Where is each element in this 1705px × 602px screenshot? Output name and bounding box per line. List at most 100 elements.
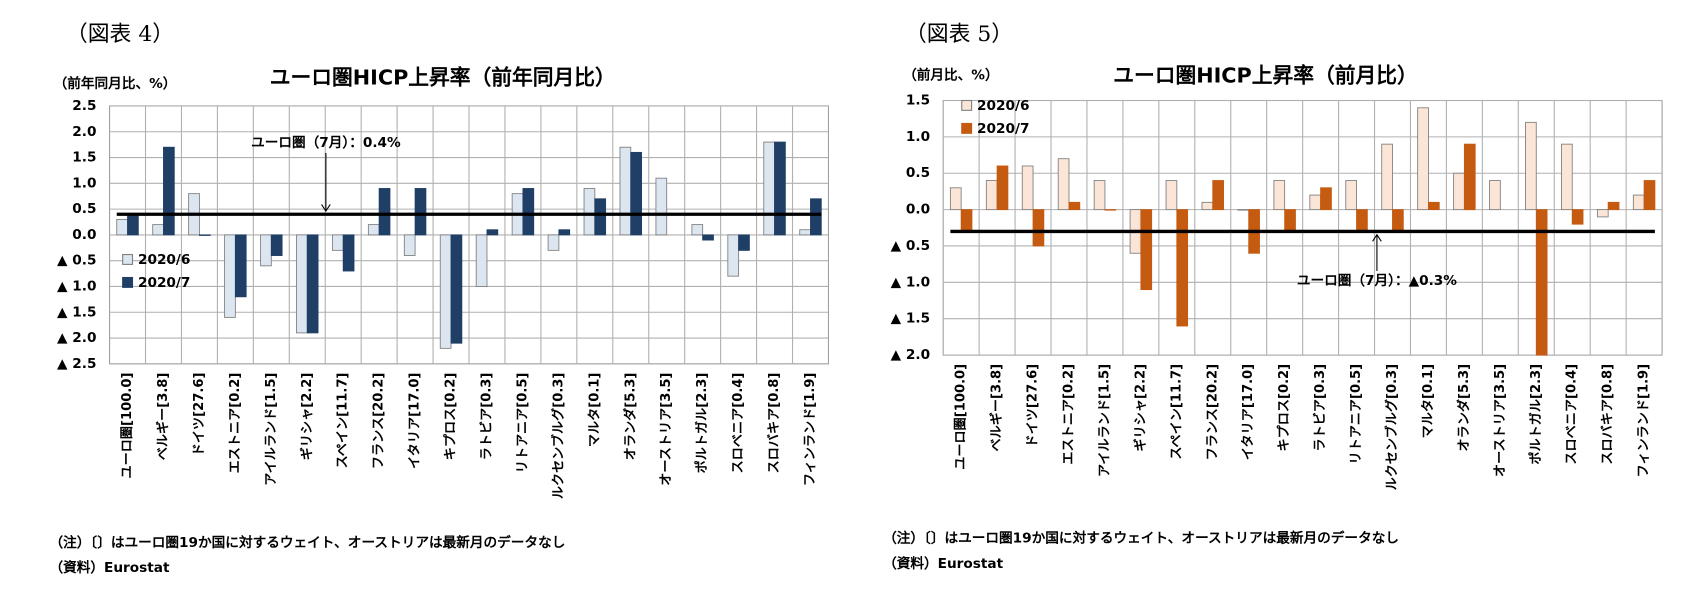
legend-label: 2020/7 xyxy=(977,121,1029,137)
bar xyxy=(691,224,704,236)
x-tick-label: フランス[20.2] xyxy=(1205,364,1220,461)
y-tick-label: 0.0 xyxy=(72,227,96,243)
x-tick-label: ルクセンブルグ[0.3] xyxy=(549,373,566,500)
bar xyxy=(378,188,391,236)
x-tick-label: スロベニア[0.4] xyxy=(731,373,746,474)
y-axis-label: （前月比、%） xyxy=(903,66,999,83)
y-tick-label: 1.5 xyxy=(72,150,96,166)
bar xyxy=(558,229,571,236)
bar xyxy=(331,234,344,251)
footnote: （資料）Eurostat xyxy=(49,559,170,576)
y-tick-label: 0.5 xyxy=(906,165,930,181)
y-tick-label: 1.0 xyxy=(906,129,930,145)
legend-label: 2020/6 xyxy=(977,98,1029,114)
x-tick-label: スロベニア[0.4] xyxy=(1565,364,1580,465)
bar xyxy=(439,234,452,349)
x-tick-label: ドイツ[27.6] xyxy=(1026,364,1041,448)
x-tick-label: スロバキア[0.8] xyxy=(1600,364,1616,465)
bar xyxy=(234,234,247,298)
footnote: （注）〔〕はユーロ圏19か国に対するウェイト、オーストリアは最新月のデータなし xyxy=(49,534,565,551)
y-tick-label: 1.5 xyxy=(906,93,930,109)
x-tick-label: オーストリア[3.5] xyxy=(1492,364,1508,477)
x-tick-label: アイルランド[1.5] xyxy=(264,373,279,486)
x-tick-label: リトアニア[0.5] xyxy=(1349,364,1364,465)
bar xyxy=(1345,180,1357,211)
y-tick-label: 0.5 xyxy=(72,201,96,217)
bar xyxy=(1104,209,1117,211)
y-tick-label: ▲ 0.5 xyxy=(891,238,930,254)
reference-label: ユーロ圏（7月）：▲0.3% xyxy=(1297,273,1457,289)
bar xyxy=(403,234,416,256)
x-tick-label: ユーロ圏[100.0] xyxy=(119,373,135,479)
bar xyxy=(594,198,607,236)
bar xyxy=(630,151,642,236)
x-tick-label: ルクセンブルグ[0.3] xyxy=(1383,364,1400,491)
y-tick-label: 2.5 xyxy=(72,98,96,114)
x-tick-label: ベルギー[3.8] xyxy=(989,364,1005,452)
x-tick-label: フランス[20.2] xyxy=(372,373,387,470)
x-tick-label: キプロス[0.2] xyxy=(1276,364,1292,452)
bar xyxy=(1489,180,1501,211)
x-tick-label: オランダ[5.3] xyxy=(621,373,638,461)
figure-label: （図表 4） xyxy=(66,22,174,47)
legend-label: 2020/7 xyxy=(138,275,190,291)
y-tick-label: ▲ 1.0 xyxy=(57,278,96,294)
bar xyxy=(1140,209,1153,291)
bar xyxy=(810,198,822,236)
footnote: （資料）Eurostat xyxy=(883,555,1004,572)
x-tick-label: ギリシャ[2.2] xyxy=(1132,364,1148,452)
x-tick-label: スロバキア[0.8] xyxy=(766,373,782,474)
bar xyxy=(583,188,596,236)
y-tick-label: ▲ 1.5 xyxy=(891,311,930,327)
x-tick-label: エストニア[0.2] xyxy=(228,373,243,474)
bar xyxy=(1057,158,1070,211)
bar xyxy=(306,234,319,334)
x-tick-label: ユーロ圏[100.0] xyxy=(953,364,969,470)
bar xyxy=(619,146,632,236)
bar xyxy=(1212,180,1224,211)
bar xyxy=(296,234,308,334)
bar xyxy=(996,165,1009,211)
x-tick-label: リトアニア[0.5] xyxy=(515,373,530,473)
bar xyxy=(799,229,811,236)
bar xyxy=(1392,209,1404,232)
y-tick-label: 2.0 xyxy=(72,124,96,140)
x-tick-label: ギリシャ[2.2] xyxy=(299,373,315,461)
bar xyxy=(985,180,998,211)
legend-swatch xyxy=(961,99,973,111)
bar xyxy=(763,141,775,236)
y-tick-label: ▲ 1.0 xyxy=(891,274,930,290)
bar xyxy=(1032,209,1045,247)
x-tick-label: ポルトガル[2.3] xyxy=(693,373,710,474)
bar xyxy=(1237,209,1250,211)
bar xyxy=(260,234,272,267)
bar xyxy=(1643,180,1656,211)
x-tick-label: マルタ[0.1] xyxy=(1420,364,1436,439)
bar xyxy=(450,234,463,344)
bar xyxy=(198,234,211,236)
bar xyxy=(1428,201,1440,211)
legend-swatch xyxy=(122,276,134,288)
bar xyxy=(522,188,535,236)
x-tick-label: スペイン[11.7] xyxy=(1169,364,1184,460)
x-tick-label: スペイン[11.7] xyxy=(336,373,351,469)
legend-label: 2020/6 xyxy=(138,252,190,268)
bar xyxy=(1525,121,1537,211)
bar xyxy=(1381,143,1393,211)
bar xyxy=(727,234,740,277)
x-tick-label: イタリア[17.0] xyxy=(1240,364,1256,460)
y-tick-label: ▲ 2.5 xyxy=(57,356,96,372)
bar xyxy=(1463,143,1476,211)
x-tick-label: イタリア[17.0] xyxy=(407,373,423,469)
bar xyxy=(702,234,714,241)
annotation-arrowhead xyxy=(1372,233,1382,242)
x-tick-label: ドイツ[27.6] xyxy=(192,373,207,457)
chart-title: ユーロ圏HICP上昇率（前年同月比） xyxy=(270,66,616,90)
bar xyxy=(116,218,128,236)
legend-swatch xyxy=(961,122,973,134)
bar xyxy=(1356,209,1368,232)
x-tick-label: ラトビア[0.3] xyxy=(1312,364,1328,452)
x-tick-label: ラトビア[0.3] xyxy=(478,373,494,461)
bar xyxy=(1596,209,1609,218)
